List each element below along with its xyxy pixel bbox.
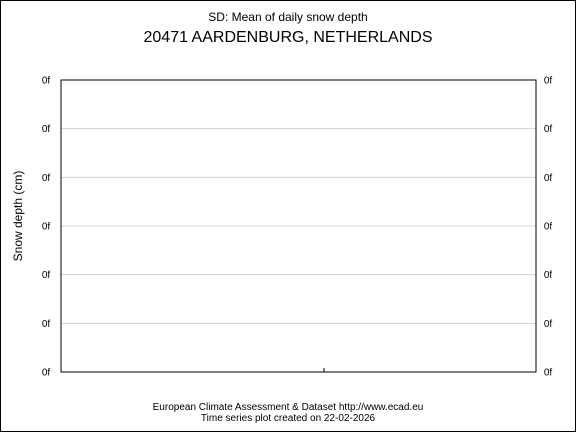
y-axis-label: Snow depth (cm) xyxy=(11,171,25,262)
y-tick-label-left: 0f xyxy=(42,319,51,330)
y-tick-label-right: 0f xyxy=(544,368,553,379)
y-tick-label-right: 0f xyxy=(544,319,553,330)
footer-created: Time series plot created on 22-02-2026 xyxy=(201,413,376,424)
chart-subtitle: 20471 AARDENBURG, NETHERLANDS xyxy=(144,29,433,46)
plot-area-border xyxy=(60,79,537,373)
y-tick-label-right: 0f xyxy=(544,270,553,281)
y-tick-label-right: 0f xyxy=(544,76,553,87)
y-tick-labels-right: 0f 0f 0f 0f 0f 0f 0f xyxy=(544,76,553,379)
y-tick-label-left: 0f xyxy=(42,368,51,379)
y-tick-labels-left: 0f 0f 0f 0f 0f 0f 0f xyxy=(42,76,51,379)
chart-title: SD: Mean of daily snow depth xyxy=(208,10,367,24)
footer-source: European Climate Assessment & Dataset ht… xyxy=(153,402,424,413)
y-tick-label-right: 0f xyxy=(544,222,553,233)
y-tick-label-left: 0f xyxy=(42,270,51,281)
y-tick-label-left: 0f xyxy=(42,124,51,135)
y-tick-label-right: 0f xyxy=(544,173,553,184)
y-tick-label-left: 0f xyxy=(42,76,51,87)
y-tick-label-right: 0f xyxy=(544,124,553,135)
y-tick-label-left: 0f xyxy=(42,173,51,184)
grid-layer xyxy=(61,128,536,324)
y-tick-label-left: 0f xyxy=(42,222,51,233)
